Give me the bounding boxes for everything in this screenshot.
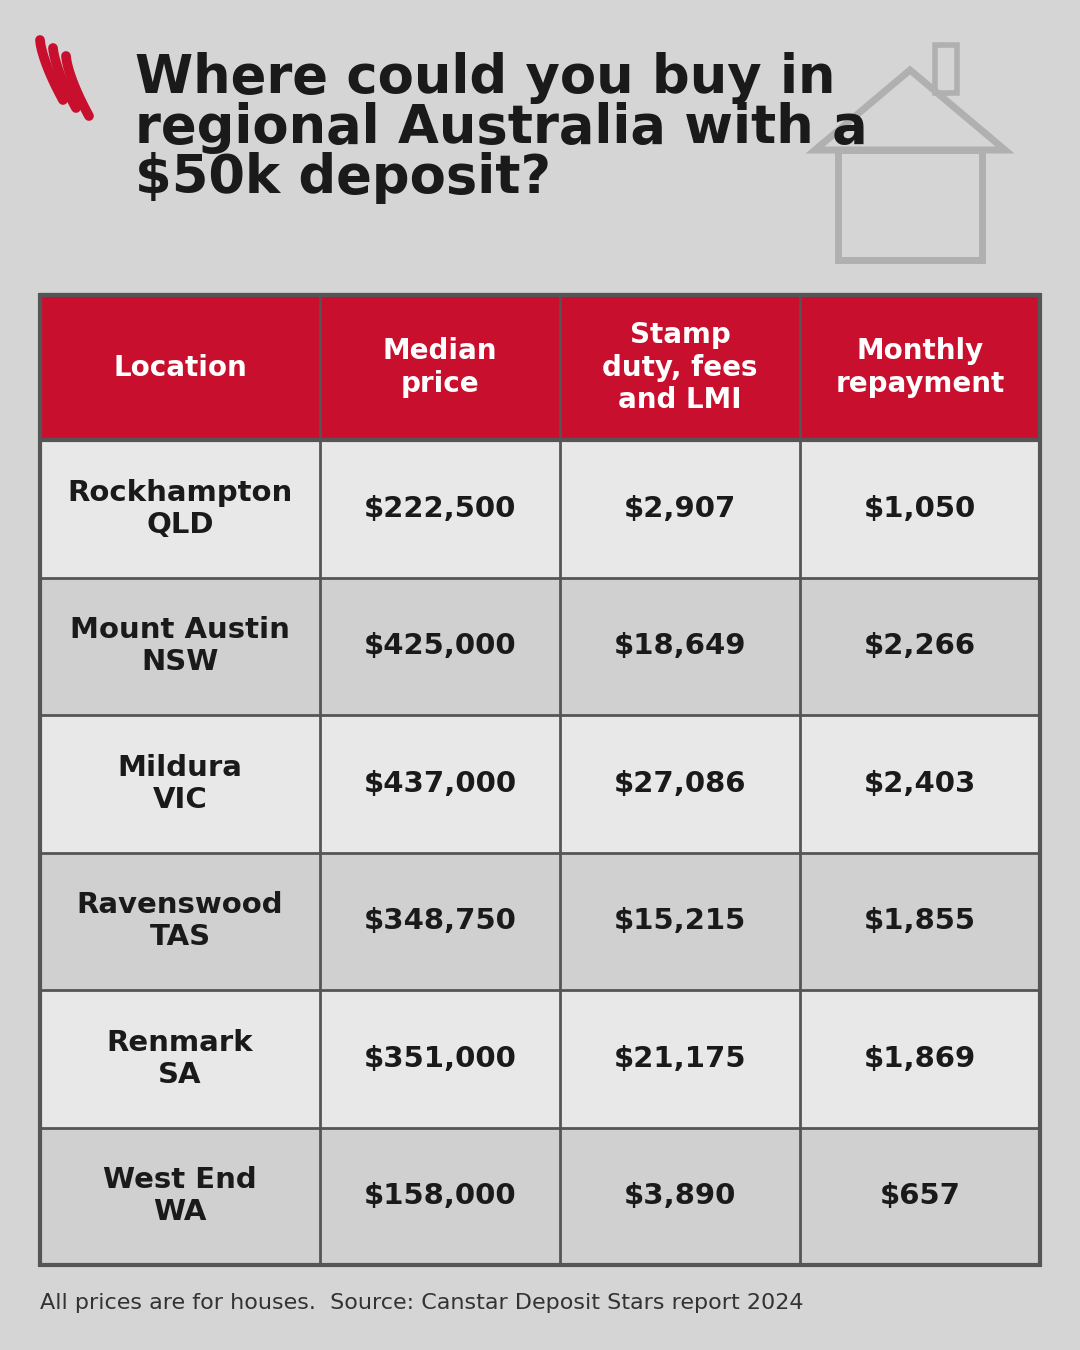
Bar [561, 852, 800, 990]
Text: Where could you buy in: Where could you buy in [135, 53, 836, 104]
Bar [561, 578, 800, 716]
Text: $1,869: $1,869 [864, 1045, 976, 1073]
Bar [40, 1127, 320, 1265]
Text: Mildura
VIC: Mildura VIC [118, 753, 242, 814]
Bar [800, 1127, 1040, 1265]
Bar [800, 440, 1040, 578]
Bar [320, 578, 561, 716]
Text: $158,000: $158,000 [364, 1183, 516, 1210]
Bar [40, 578, 320, 716]
Bar [320, 716, 561, 852]
Bar [40, 716, 320, 852]
Text: Stamp
duty, fees
and LMI: Stamp duty, fees and LMI [603, 321, 758, 414]
Text: West End
WA: West End WA [103, 1166, 257, 1226]
Text: $657: $657 [879, 1183, 960, 1210]
Text: $437,000: $437,000 [364, 769, 516, 798]
Text: $3,890: $3,890 [624, 1183, 737, 1210]
Bar [800, 990, 1040, 1127]
Text: $425,000: $425,000 [364, 632, 516, 660]
Bar [800, 296, 1040, 440]
Text: $1,855: $1,855 [864, 907, 976, 936]
Text: $2,266: $2,266 [864, 632, 976, 660]
Bar [935, 45, 957, 93]
Text: $15,215: $15,215 [613, 907, 746, 936]
Bar [561, 990, 800, 1127]
Bar [40, 440, 320, 578]
Text: Mount Austin
NSW: Mount Austin NSW [70, 616, 289, 676]
Bar [40, 852, 320, 990]
Text: $50k deposit?: $50k deposit? [135, 153, 551, 204]
Bar [561, 440, 800, 578]
Text: $21,175: $21,175 [613, 1045, 746, 1073]
Text: Renmark
SA: Renmark SA [107, 1029, 254, 1089]
Text: $2,403: $2,403 [864, 769, 976, 798]
Text: $27,086: $27,086 [613, 769, 746, 798]
Bar [800, 852, 1040, 990]
Text: All prices are for houses.  Source: Canstar Deposit Stars report 2024: All prices are for houses. Source: Canst… [40, 1293, 804, 1314]
Bar [320, 990, 561, 1127]
Text: $2,907: $2,907 [624, 494, 737, 522]
Text: regional Australia with a: regional Australia with a [135, 103, 867, 154]
Text: $351,000: $351,000 [364, 1045, 516, 1073]
Bar [320, 440, 561, 578]
Bar [561, 296, 800, 440]
Text: Location: Location [113, 354, 247, 382]
Text: Ravenswood
TAS: Ravenswood TAS [77, 891, 283, 952]
Bar [561, 1127, 800, 1265]
Text: Monthly
repayment: Monthly repayment [835, 338, 1004, 398]
Bar [40, 990, 320, 1127]
Bar [838, 150, 982, 261]
Text: $222,500: $222,500 [364, 494, 516, 522]
Bar [40, 296, 320, 440]
Bar [800, 716, 1040, 852]
Bar [320, 852, 561, 990]
Bar [561, 716, 800, 852]
Text: $18,649: $18,649 [613, 632, 746, 660]
Bar [40, 296, 1040, 1265]
Text: $1,050: $1,050 [864, 494, 976, 522]
Text: Rockhampton
QLD: Rockhampton QLD [67, 478, 293, 539]
Text: $348,750: $348,750 [364, 907, 516, 936]
Bar [320, 296, 561, 440]
Bar [320, 1127, 561, 1265]
Text: Median
price: Median price [382, 338, 497, 398]
Bar [800, 578, 1040, 716]
